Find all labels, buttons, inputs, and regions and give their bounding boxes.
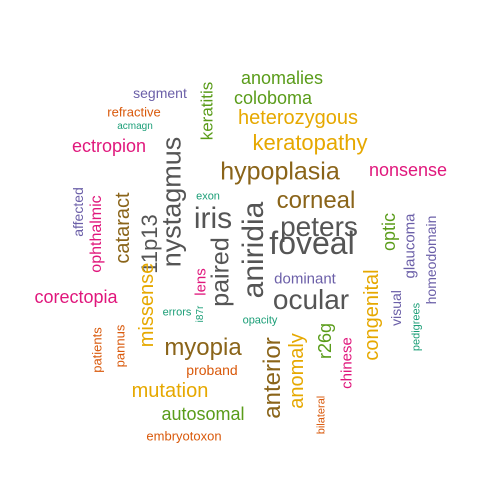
word: keratitis [197, 81, 217, 141]
word: r26g [315, 322, 335, 360]
word: exon [196, 190, 220, 203]
word: chinese [338, 337, 356, 389]
word: corectopia [34, 287, 118, 307]
word: visual [388, 290, 404, 326]
word: errors [162, 306, 192, 319]
word: nonsense [368, 160, 448, 180]
word: corneal [276, 187, 356, 214]
word: heterozygous [237, 107, 359, 129]
word: coloboma [233, 88, 313, 108]
word: anomaly [286, 333, 308, 409]
word: affected [70, 187, 86, 237]
word: ocular [272, 284, 350, 315]
word: congenital [361, 269, 383, 361]
word: dominant [274, 270, 336, 288]
word: acmagn [117, 121, 153, 132]
word: glaucoma [401, 213, 419, 279]
word: iris [193, 202, 233, 235]
word: anomalies [240, 68, 324, 88]
word: lens [192, 268, 210, 296]
word: foveal [269, 225, 355, 261]
word: peters [280, 211, 358, 242]
word: aniridia [237, 201, 270, 299]
word: bilateral [315, 395, 328, 435]
word: proband [186, 362, 238, 378]
word: ophthalmic [88, 195, 105, 273]
word: patients [89, 327, 105, 373]
word: refractive [107, 104, 161, 120]
word: homeodomain [423, 215, 439, 305]
word: opacity [242, 314, 278, 327]
word: mutation [131, 380, 209, 402]
word: segment [133, 85, 187, 101]
word: nystagmus [156, 136, 187, 268]
word: i87r [195, 305, 206, 323]
word: myopia [164, 334, 242, 361]
word: cataract [112, 192, 134, 264]
word: hypoplasia [220, 157, 340, 186]
word: pedigrees [410, 302, 423, 352]
word: paired [206, 237, 235, 307]
word: keratopathy [252, 130, 368, 155]
word: missense [136, 262, 158, 348]
word: pannus [112, 324, 128, 368]
word: autosomal [161, 404, 245, 424]
word: embryotoxon [146, 428, 222, 444]
word: ectropion [71, 136, 147, 156]
word: anterior [259, 337, 286, 419]
word: optic [379, 212, 399, 252]
